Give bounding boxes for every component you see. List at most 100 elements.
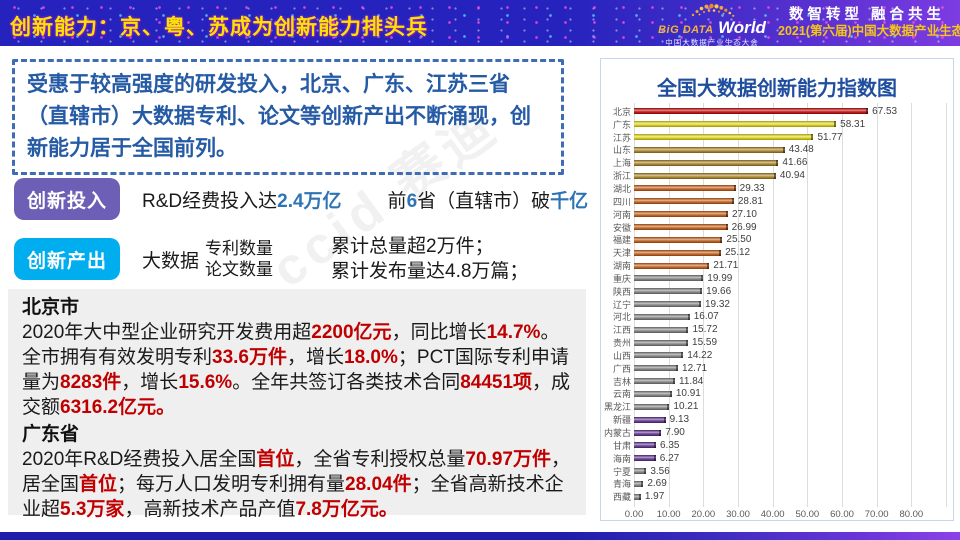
bar-track: 6.27 (634, 452, 946, 465)
gridline (738, 103, 739, 507)
province-label: 山西 (612, 350, 631, 361)
text-segment: 。全年共签订各类技术合同 (232, 372, 461, 393)
chart-row: 山西 14.22 (601, 349, 946, 362)
text-segment: 14.7% (486, 322, 541, 343)
bar-track: 25.12 (634, 246, 946, 259)
x-tick-label: 40.00 (760, 509, 785, 520)
bar (634, 403, 670, 410)
chart-row: 云南 10.91 (601, 388, 946, 401)
bar-value-label: 58.31 (840, 118, 866, 130)
bar-value-label: 40.94 (779, 170, 805, 182)
bar (634, 108, 869, 115)
chart-row: 西藏 1.97 (601, 490, 946, 503)
bar-value-label: 15.59 (692, 337, 718, 349)
bar-value-label: 51.77 (817, 131, 843, 143)
bar-value-label: 12.71 (682, 362, 708, 374)
output-metric-stack: 专利数量 论文数量 (205, 238, 273, 280)
bar-value-label: 25.50 (726, 234, 752, 246)
bar-value-label: 3.56 (650, 465, 670, 477)
bar-track: 19.66 (634, 285, 946, 298)
gridline (911, 103, 913, 507)
province-label: 河南 (612, 209, 631, 220)
province-label: 浙江 (612, 171, 631, 182)
x-tick-label: 10.00 (656, 509, 681, 520)
bar (634, 249, 722, 256)
bar-value-label: 2.69 (647, 478, 667, 490)
chart-row: 贵州 15.59 (601, 336, 946, 349)
bar-value-label: 1.97 (644, 491, 665, 503)
logo-dots-arc-icon (691, 3, 735, 17)
x-tick-label: 20.00 (691, 509, 716, 520)
gridline (876, 103, 878, 507)
bar (634, 378, 676, 385)
chart-row: 福建 25.50 (601, 233, 946, 246)
page-title: 创新能力：京、粤、苏成为创新能力排头兵 (10, 16, 428, 39)
chart-row: 河南 27.10 (601, 208, 946, 221)
chart-row: 北京 67.53 (601, 105, 946, 118)
text-segment: ，高新技术产品产值 (124, 499, 296, 520)
text-segment: 84451项 (460, 372, 533, 393)
logo-wordmark: BiG DATA World (652, 19, 772, 37)
bar-track: 27.10 (634, 208, 946, 221)
bar (634, 455, 656, 462)
bar (634, 236, 723, 243)
bar (634, 211, 728, 218)
bar (634, 275, 704, 282)
gridline (946, 103, 947, 507)
bar-track: 25.50 (634, 233, 946, 246)
province-label: 重庆 (612, 273, 631, 284)
bar-value-label: 10.21 (673, 401, 699, 413)
bar-value-label: 21.71 (713, 260, 739, 272)
bar (634, 352, 684, 359)
bar-value-label: 27.10 (731, 208, 757, 220)
province-label: 广东 (612, 119, 631, 130)
text-segment: ，居全国 (22, 449, 570, 495)
bar-track: 9.13 (634, 413, 946, 426)
text-segment: ；全省高新技术企业超 (22, 474, 564, 520)
bar-value-label: 26.99 (731, 221, 757, 233)
bar (634, 339, 689, 346)
province-label: 北京 (612, 106, 631, 117)
innovation-output-row: 创新产出 大数据 专利数量 论文数量 累计总量超2万件； 累计发布量达4.8万篇… (14, 236, 529, 282)
chart-row: 上海 41.66 (601, 156, 946, 169)
bar-track: 12.71 (634, 362, 946, 375)
chart-row: 内蒙古 7.90 (601, 426, 946, 439)
bar-track: 6.35 (634, 439, 946, 452)
bar-track: 43.48 (634, 144, 946, 157)
province-label: 辽宁 (612, 299, 631, 310)
province-label: 云南 (612, 389, 631, 400)
x-tick-label: 50.00 (795, 509, 820, 520)
bar-value-label: 6.35 (660, 439, 680, 451)
bar-track: 2.69 (634, 477, 946, 490)
bar-value-label: 67.53 (872, 105, 898, 117)
output-metric-patents: 专利数量 (205, 239, 274, 258)
intro-text: 受惠于较高强度的研发投入，北京、广东、江苏三省（直辖市）大数据专利、论文等创新产… (27, 73, 531, 160)
text-segment: 。全市拥有有效发明专利 (22, 322, 560, 368)
bar-value-label: 11.84 (679, 375, 704, 387)
province-label: 甘肃 (612, 440, 631, 451)
province-label: 四川 (612, 196, 631, 207)
bar (634, 326, 689, 333)
chart-row: 黑龙江 10.21 (601, 400, 946, 413)
bar-track: 21.71 (634, 259, 946, 272)
chart-row: 江苏 51.77 (601, 131, 946, 144)
province-label: 山东 (612, 145, 631, 156)
top-banner: 创新能力：京、粤、苏成为创新能力排头兵 BiG DATA World 中国大数据… (0, 0, 960, 46)
bar-track: 14.22 (634, 349, 946, 362)
bar (634, 224, 728, 231)
bar-track: 41.66 (634, 156, 946, 169)
text-segment: 8283件 (60, 372, 122, 393)
output-metric-papers: 论文数量 (205, 260, 274, 279)
bar (634, 480, 644, 487)
beijing-heading: 北京市 (22, 297, 80, 318)
guangdong-body: 2020年R&D经费投入居全国首位，全省专利授权总量70.97万件，居全国首位；… (22, 447, 572, 522)
province-label: 陕西 (612, 286, 631, 297)
text-segment: ，成交额 (22, 372, 571, 418)
text-segment: 首位 (256, 449, 295, 470)
province-label: 西藏 (612, 492, 631, 503)
province-label: 天津 (612, 248, 631, 259)
bar-value-label: 15.72 (692, 324, 718, 336)
text-segment: R&D经费投入达 (142, 190, 278, 212)
text-segment: 2020年大中型企业研究开发费用超 (22, 322, 312, 343)
output-result-papers: 累计发布量达4.8万篇； (331, 261, 529, 282)
